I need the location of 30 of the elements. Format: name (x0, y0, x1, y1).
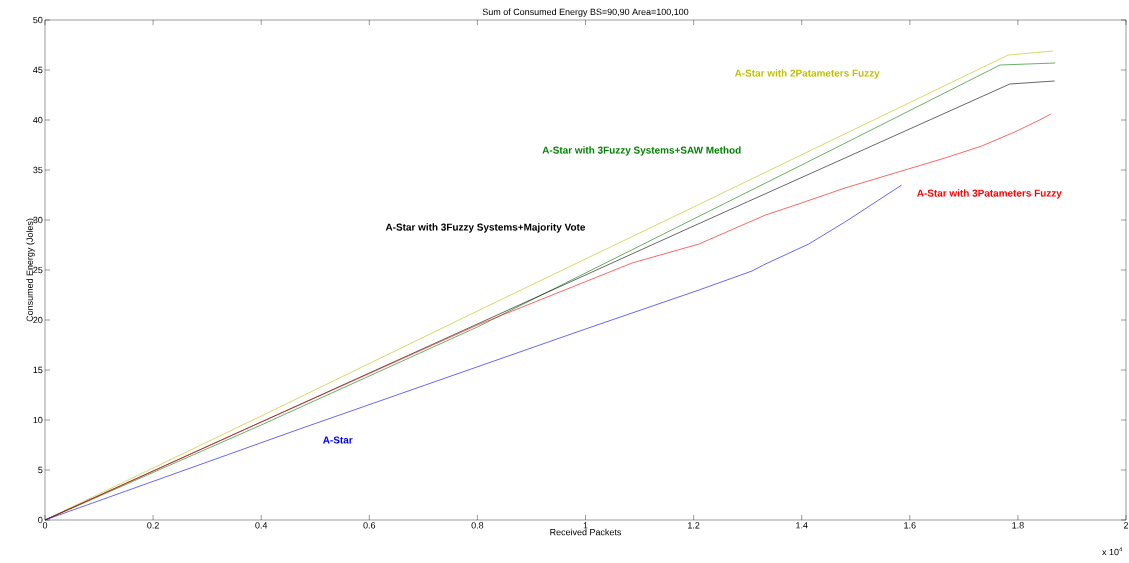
y-tick-label: 20 (33, 316, 43, 324)
x-tick-label: 0.6 (363, 522, 376, 529)
line-series (44, 184, 902, 521)
y-tick-label: 40 (33, 116, 43, 124)
x-tick-label: 1.2 (688, 522, 700, 529)
text: x 10$^{4}$ (1102, 547, 1123, 556)
text: A-Star with 3Patameters Fuzzy (917, 189, 1062, 199)
y-tick-label: 45 (33, 66, 43, 74)
x-tick-label: 0.2 (147, 522, 159, 529)
text: A-Star with 3Fuzzy Systems+SAW Method (542, 146, 741, 156)
chart-title: Sum of Consumed Energy BS=90,90 Area=100,100 (482, 8, 689, 17)
x-tick-label: 0.8 (471, 522, 484, 529)
text: A-Star with 2Patameters Fuzzy (734, 69, 880, 79)
y-tick-label: 15 (33, 366, 43, 374)
x-tick-label: 0.4 (255, 522, 268, 529)
y-tick-label: 0 (38, 516, 43, 524)
y-tick-label: 30 (33, 216, 43, 224)
y-tick-label: 5 (38, 466, 43, 474)
x-tick-label: 1.8 (1012, 522, 1024, 529)
x-tick-label: 2 (1123, 522, 1129, 529)
text: A-Star with 3Fuzzy Systems+Majority Vote (385, 223, 586, 233)
x-axis-title: Received Packets (550, 528, 622, 536)
x-tick-label: 1 (583, 522, 588, 529)
x-tick-label: 1.6 (904, 522, 916, 529)
x-tick-label: 1.4 (796, 522, 808, 529)
y-tick-label: 50 (33, 16, 43, 24)
y-tick-label: 35 (33, 166, 43, 174)
series-label: A-Star (323, 436, 353, 444)
y-tick-label: 10 (33, 416, 43, 424)
y-tick-label: 25 (33, 266, 43, 274)
